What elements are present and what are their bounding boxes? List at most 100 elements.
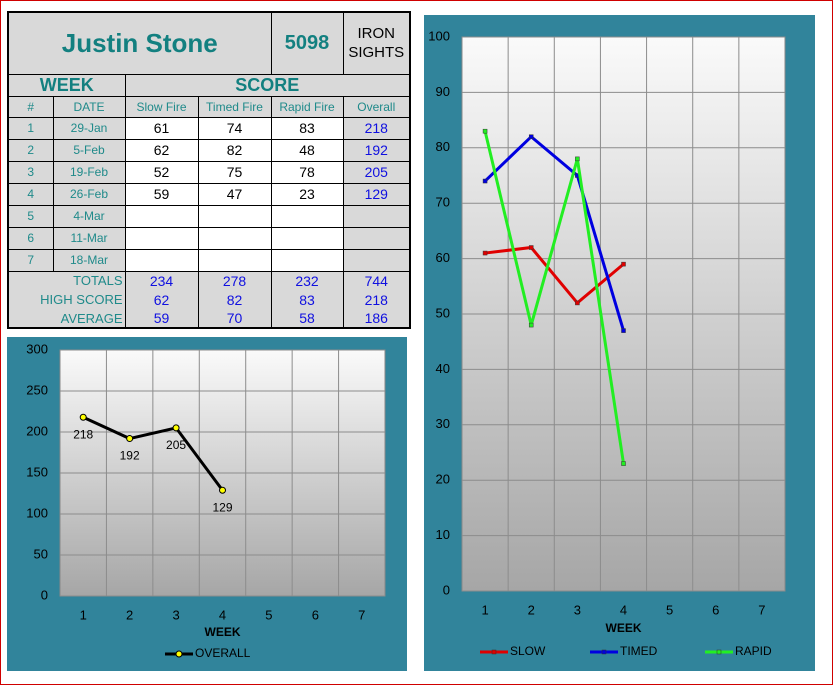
data-row: 4 26-Feb 59 47 23 129 <box>7 182 411 206</box>
score-cell: 129 <box>342 182 411 206</box>
point-marker <box>528 322 534 328</box>
y-tick-label: 30 <box>436 416 450 431</box>
score-cell <box>342 226 411 250</box>
legend-label: TIMED <box>620 644 658 658</box>
summary-value: 82 <box>197 290 272 309</box>
x-tick-label: 3 <box>172 607 179 622</box>
score-cell: 205 <box>342 160 411 184</box>
score-cell: 218 <box>342 116 411 140</box>
score-cell <box>197 204 272 228</box>
summary-value: 62 <box>124 290 199 309</box>
summary-value: 83 <box>270 290 344 309</box>
summary-value: 59 <box>124 309 199 328</box>
summary-label: HIGH SCORE <box>7 290 126 309</box>
group-header: WEEK <box>7 73 126 97</box>
y-tick-label: 90 <box>436 84 450 99</box>
data-row: 3 19-Feb 52 75 78 205 <box>7 160 411 184</box>
row-label: 6 <box>7 226 54 250</box>
series-line <box>82 415 224 492</box>
point-marker <box>528 134 534 139</box>
column-header: Rapid Fire <box>270 95 344 118</box>
x-tick-label: 6 <box>712 602 719 617</box>
score-cell: 48 <box>270 138 344 162</box>
y-tick-label: 150 <box>26 464 48 479</box>
data-row: 5 4-Mar <box>7 204 411 228</box>
x-tick-label: 1 <box>481 602 488 617</box>
score-cell: 74 <box>197 116 272 140</box>
header-row: # DATE Slow Fire Timed Fire Rapid Fire Overal… <box>7 95 411 118</box>
column-header: Slow Fire <box>124 95 199 118</box>
summary-row: AVERAGE 59 70 58 186 <box>7 309 411 328</box>
y-tick-label: 50 <box>436 305 450 320</box>
series-line <box>483 130 625 464</box>
score-cell <box>342 204 411 228</box>
legend-marker <box>491 649 497 655</box>
series-line <box>484 245 625 306</box>
row-label: 29-Jan <box>52 116 126 140</box>
y-tick-label: 40 <box>436 361 450 376</box>
row-label: 5 <box>7 204 54 228</box>
y-tick-label: 0 <box>41 587 48 602</box>
summary-row: HIGH SCORE 62 82 83 218 <box>7 290 411 309</box>
y-tick-label: 50 <box>34 546 48 561</box>
row-label: 2 <box>7 138 54 162</box>
series-line <box>484 134 625 332</box>
x-tick-label: 2 <box>126 607 133 622</box>
x-tick-label: 3 <box>574 602 581 617</box>
summary-value: 234 <box>124 271 199 290</box>
score-cell <box>124 248 199 272</box>
column-header: Overall <box>342 95 411 118</box>
x-tick-label: 4 <box>219 607 226 622</box>
legend-label: OVERALL <box>195 646 251 660</box>
summary-label: TOTALS <box>7 271 126 290</box>
column-header: Timed Fire <box>197 95 272 118</box>
summary-value: 744 <box>342 271 411 290</box>
score-cell <box>197 248 272 272</box>
x-tick-label: 6 <box>312 607 319 622</box>
x-axis-label: WEEK <box>606 621 642 635</box>
y-tick-label: 0 <box>443 582 450 597</box>
title-row: Justin Stone 5098 IRON SIGHTS <box>7 11 411 75</box>
y-tick-label: 60 <box>436 250 450 265</box>
shooter-name: Justin Stone <box>7 11 272 75</box>
score-cell: 23 <box>270 182 344 206</box>
score-cell <box>342 248 411 272</box>
data-label: 192 <box>120 449 140 463</box>
column-header: DATE <box>52 95 126 118</box>
score-cell: 61 <box>124 116 199 140</box>
row-label: 7 <box>7 248 54 272</box>
y-tick-label: 300 <box>26 341 48 356</box>
x-tick-label: 4 <box>620 602 627 617</box>
x-tick-label: 5 <box>666 602 673 617</box>
point-marker <box>575 156 580 162</box>
y-tick-label: 10 <box>436 527 450 542</box>
summary-value: 218 <box>342 290 411 309</box>
point-marker <box>528 245 534 250</box>
data-row: 7 18-Mar <box>7 248 411 272</box>
score-cell <box>270 226 344 250</box>
score-cell <box>270 248 344 272</box>
data-label: 218 <box>73 427 93 441</box>
data-label: 205 <box>166 438 186 452</box>
point-marker <box>219 486 226 494</box>
score-cell: 59 <box>124 182 199 206</box>
y-tick-label: 20 <box>436 472 450 487</box>
x-tick-label: 1 <box>80 607 87 622</box>
summary-value: 278 <box>197 271 272 290</box>
point-marker <box>621 461 626 466</box>
y-tick-label: 100 <box>26 505 48 520</box>
legend-label: RAPID <box>735 644 772 658</box>
summary-value: 70 <box>197 309 272 328</box>
row-label: 4 <box>7 182 54 206</box>
data-row: 1 29-Jan 61 74 83 218 <box>7 116 411 140</box>
y-tick-label: 250 <box>26 382 48 397</box>
summary-label: AVERAGE <box>7 309 126 328</box>
score-cell: 47 <box>197 182 272 206</box>
point-marker <box>621 261 626 267</box>
data-row: 2 5-Feb 62 82 48 192 <box>7 138 411 162</box>
y-tick-label: 80 <box>436 139 450 154</box>
point-marker <box>575 300 580 306</box>
point-marker <box>172 424 180 432</box>
data-label: 129 <box>212 500 232 514</box>
